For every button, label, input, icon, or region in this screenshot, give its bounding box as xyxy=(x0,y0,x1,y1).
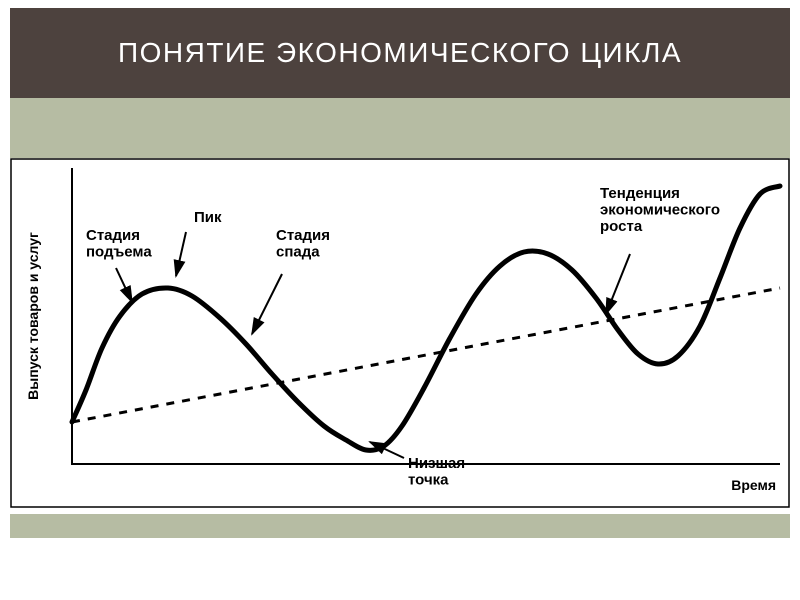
annotation-label-trough: Низшаяточка xyxy=(408,455,465,489)
x-axis-label: Время xyxy=(731,477,776,493)
slide-title: ПОНЯТИЕ ЭКОНОМИЧЕСКОГО ЦИКЛА xyxy=(118,37,682,69)
slide-title-bar: ПОНЯТИЕ ЭКОНОМИЧЕСКОГО ЦИКЛА xyxy=(10,8,790,98)
annotation-decline-stage: Стадияспада xyxy=(252,227,330,334)
annotation-growth-trend: Тенденцияэкономическогороста xyxy=(600,185,720,314)
annotation-arrow-growth-trend xyxy=(606,254,630,314)
cycle-curve xyxy=(72,186,780,450)
annotation-trough: Низшаяточка xyxy=(370,442,465,489)
slide-root: ПОНЯТИЕ ЭКОНОМИЧЕСКОГО ЦИКЛА Выпуск това… xyxy=(0,0,800,600)
annotation-label-peak: Пик xyxy=(194,209,222,226)
annotation-arrow-rise-stage xyxy=(116,268,132,302)
economic-cycle-chart: Выпуск товаров и услуг Время Стадияподъема… xyxy=(10,158,790,508)
y-axis-label: Выпуск товаров и услуг xyxy=(25,232,41,400)
annotation-arrow-peak xyxy=(176,232,186,276)
annotation-label-rise-stage: Стадияподъема xyxy=(86,227,152,261)
trend-line xyxy=(72,288,780,422)
annotation-arrow-decline-stage xyxy=(252,274,282,334)
chart-svg: Выпуск товаров и услуг Время Стадияподъема… xyxy=(10,158,790,508)
annotation-label-growth-trend: Тенденцияэкономическогороста xyxy=(600,185,720,235)
annotation-rise-stage: Стадияподъема xyxy=(86,227,152,302)
slide-sub-bar xyxy=(10,98,790,158)
annotation-label-decline-stage: Стадияспада xyxy=(276,227,330,261)
slide-bottom-bar xyxy=(10,514,790,538)
annotation-peak: Пик xyxy=(176,209,222,276)
